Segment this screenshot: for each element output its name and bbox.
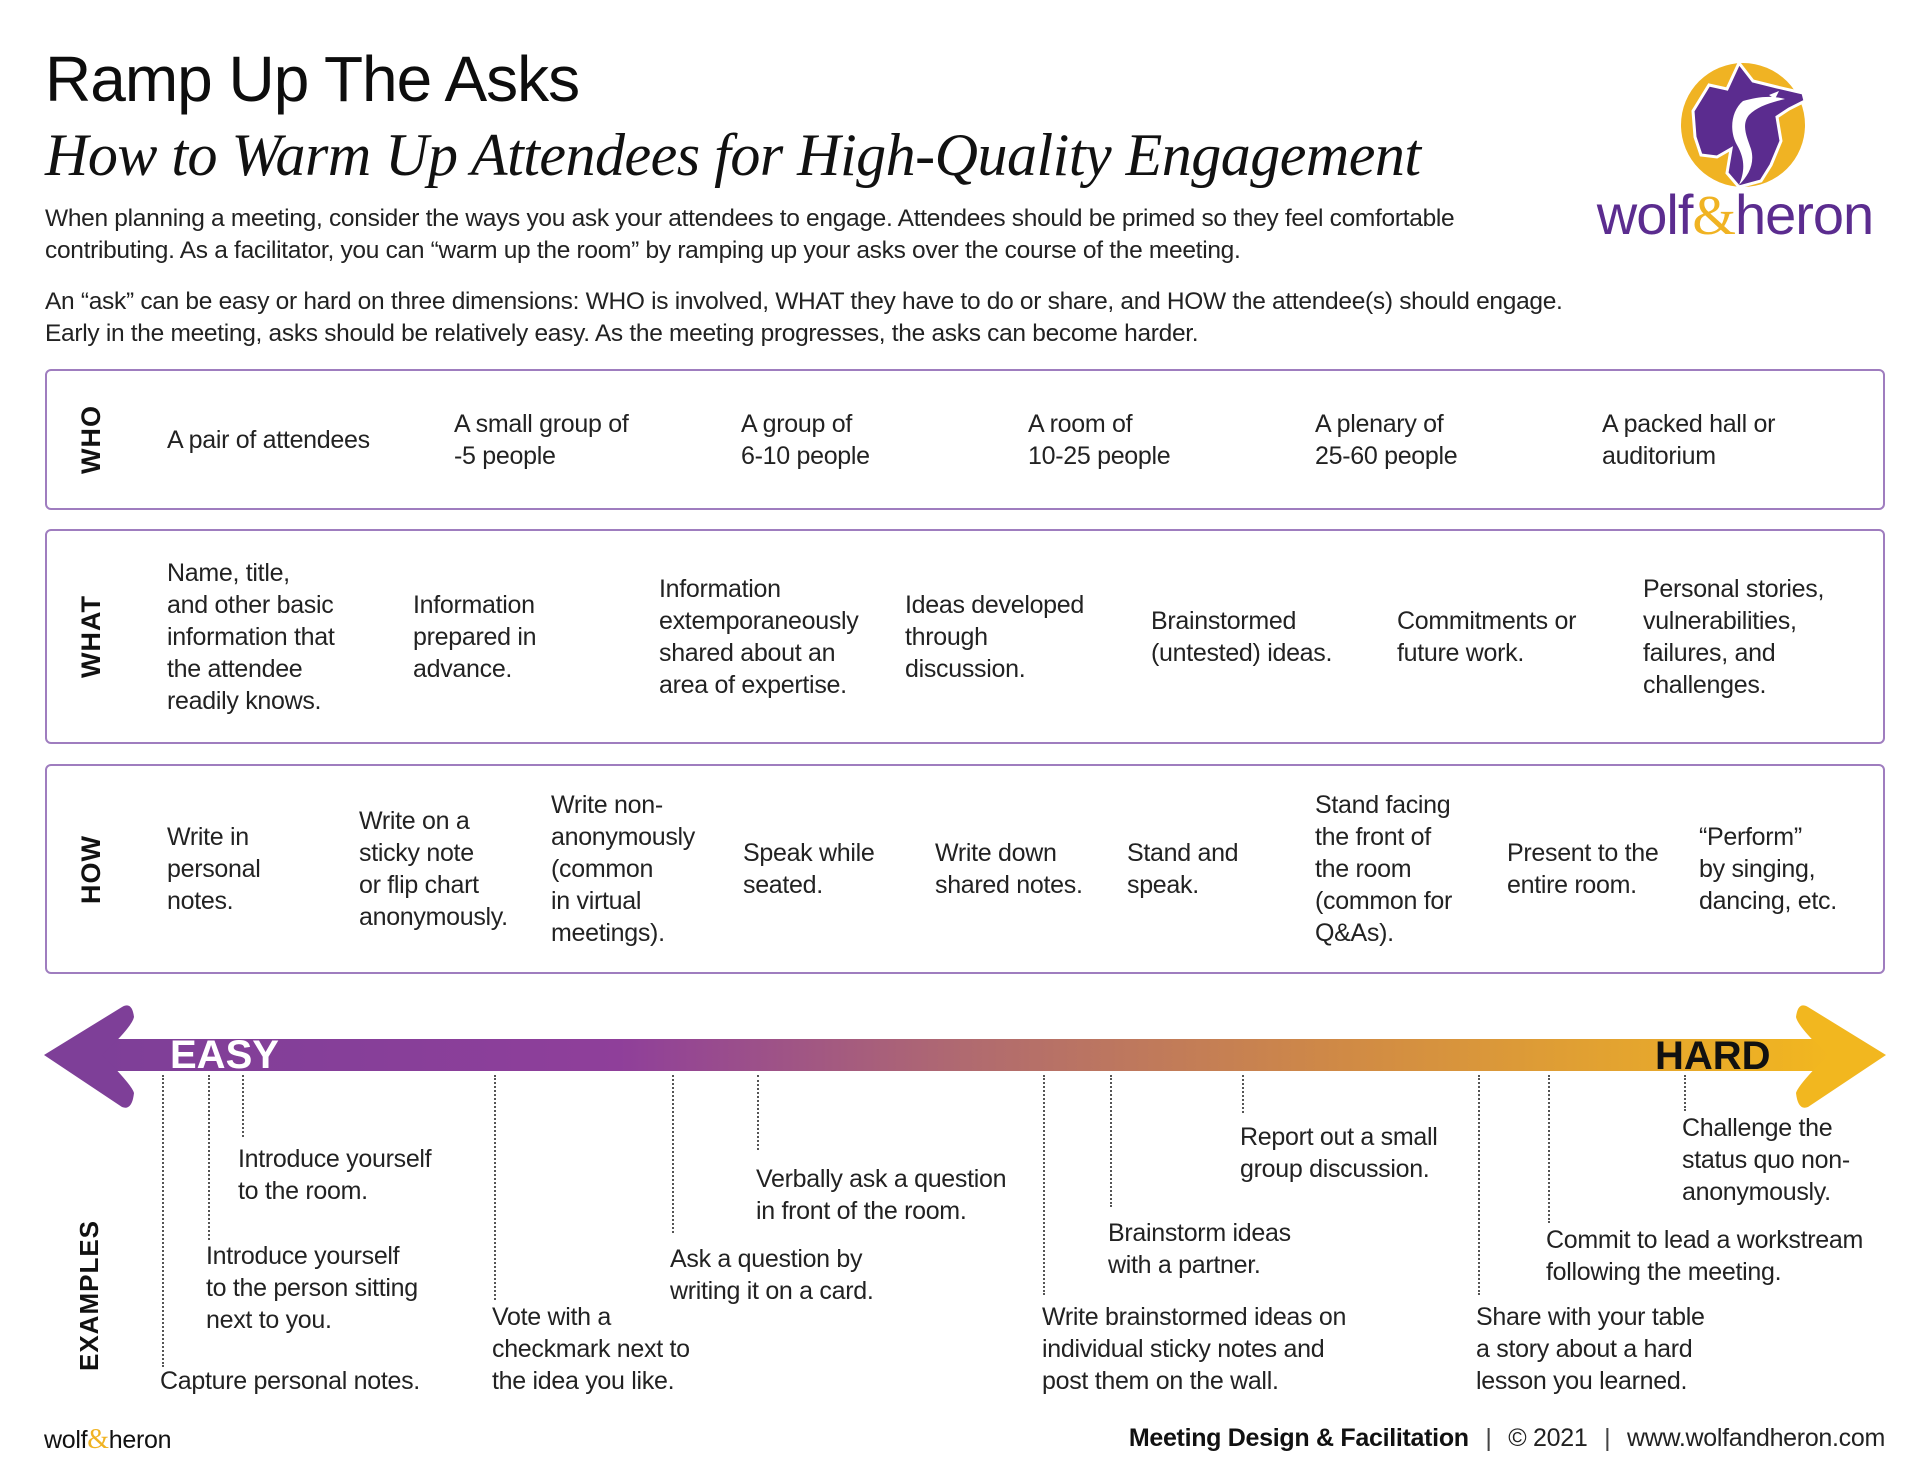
easy-label: EASY	[170, 1033, 279, 1077]
what-item: Brainstormed (untested) ideas.	[1151, 606, 1333, 667]
example-item: Commit to lead a workstream following th…	[1546, 1226, 1863, 1286]
connector-line	[1242, 1075, 1244, 1113]
examples-label-text: EXAMPLES	[74, 1219, 105, 1371]
footer-tagline: Meeting Design & Facilitation	[1128, 1424, 1469, 1452]
example-item: Verbally ask a question in front of the …	[756, 1165, 1007, 1225]
footer-brand-wolf: wolf	[44, 1426, 88, 1454]
example-item: Ask a question by writing it on a card.	[670, 1245, 874, 1305]
footer-copyright: © 2021	[1508, 1424, 1588, 1452]
footer-separator: |	[1485, 1424, 1492, 1452]
what-item: Ideas developed through discussion.	[905, 590, 1084, 683]
what-label-text: WHAT	[75, 595, 106, 678]
footer-brand-heron: heron	[108, 1426, 172, 1454]
how-item: Speak while seated.	[743, 839, 875, 899]
footer-brand: wolf&heron	[44, 1424, 172, 1456]
example-item: Introduce yourself to the room.	[238, 1145, 432, 1205]
example-item: Challenge the status quo non- anonymousl…	[1682, 1114, 1850, 1206]
examples-label: EXAMPLES	[50, 1170, 130, 1420]
what-item: Information extemporaneously shared abou…	[659, 574, 859, 699]
footer-brand-ampersand: &	[87, 1424, 109, 1455]
connector-line	[162, 1075, 164, 1367]
connector-line	[1478, 1075, 1480, 1295]
page-title: Ramp Up The Asks	[45, 43, 580, 115]
wolf-heron-icon	[1665, 45, 1815, 195]
who-panel: WHO A pair of attendees A small group of…	[45, 369, 1885, 510]
example-item: Capture personal notes.	[160, 1367, 420, 1395]
connector-line	[757, 1075, 759, 1150]
what-item: Information prepared in advance.	[413, 590, 537, 683]
intro-paragraph-2: An “ask” can be easy or hard on three di…	[45, 288, 1563, 347]
how-item: “Perform” by singing, dancing, etc.	[1699, 823, 1837, 915]
connector-line	[242, 1075, 244, 1137]
who-item: A room of 10-25 people	[1028, 409, 1171, 470]
example-item: Vote with a checkmark next to the idea y…	[492, 1303, 690, 1395]
connector-line	[1548, 1075, 1550, 1223]
what-item: Name, title, and other basic information…	[167, 558, 335, 715]
who-label-text: WHO	[75, 405, 106, 474]
logo-wordmark: wolf&heron	[1580, 182, 1890, 248]
what-item: Commitments or future work.	[1397, 606, 1577, 667]
how-item: Write down shared notes.	[935, 839, 1083, 899]
who-item: A group of 6-10 people	[741, 409, 870, 470]
brand-logo: wolf&heron	[1580, 45, 1890, 247]
connector-line	[1110, 1075, 1112, 1207]
logo-word-heron: heron	[1734, 183, 1874, 246]
how-item: Write on a sticky note or flip chart ano…	[359, 807, 508, 931]
how-item: Write non- anonymously (common in virtua…	[551, 791, 696, 947]
how-item: Present to the entire room.	[1507, 839, 1659, 899]
arrow-body	[44, 1005, 1886, 1108]
who-item: A pair of attendees	[167, 425, 370, 454]
example-item: Brainstorm ideas with a partner.	[1108, 1219, 1291, 1279]
connector-line	[1684, 1075, 1686, 1111]
how-item: Stand facing the front of the room (comm…	[1315, 791, 1453, 947]
hard-label: HARD	[1655, 1034, 1771, 1078]
example-item: Share with your table a story about a ha…	[1476, 1303, 1705, 1395]
how-panel: HOW Write in personal notes. Write on a …	[45, 764, 1885, 974]
logo-word-wolf: wolf	[1596, 183, 1694, 246]
easy-to-hard-arrow	[40, 995, 1890, 1135]
page-subtitle: How to Warm Up Attendees for High-Qualit…	[45, 122, 1421, 188]
what-label: WHAT	[47, 531, 135, 742]
who-item: A packed hall or auditorium	[1602, 409, 1776, 470]
example-item: Write brainstormed ideas on individual s…	[1042, 1303, 1347, 1395]
who-label: WHO	[47, 371, 135, 508]
how-label-text: HOW	[75, 834, 106, 904]
how-label: HOW	[47, 766, 135, 972]
what-item: Personal stories, vulnerabilities, failu…	[1643, 574, 1825, 699]
how-item: Stand and speak.	[1127, 839, 1239, 899]
footer-website-link[interactable]: www.wolfandheron.com	[1626, 1424, 1885, 1452]
intro-paragraph-1: When planning a meeting, consider the wa…	[45, 205, 1455, 264]
how-item: Write in personal notes.	[167, 823, 261, 915]
footer-separator: |	[1604, 1424, 1611, 1452]
example-item: Introduce yourself to the person sitting…	[206, 1242, 418, 1334]
connector-line	[208, 1075, 210, 1240]
connector-line	[672, 1075, 674, 1233]
footer-info: Meeting Design & Facilitation | © 2021 |…	[1129, 1424, 1885, 1453]
connector-line	[1043, 1075, 1045, 1295]
who-item: A plenary of 25-60 people	[1315, 409, 1458, 470]
who-item: A small group of -5 people	[454, 409, 629, 470]
logo-ampersand: &	[1692, 185, 1736, 247]
example-item: Report out a small group discussion.	[1240, 1123, 1438, 1183]
what-panel: WHAT Name, title, and other basic inform…	[45, 529, 1885, 744]
connector-line	[494, 1075, 496, 1300]
